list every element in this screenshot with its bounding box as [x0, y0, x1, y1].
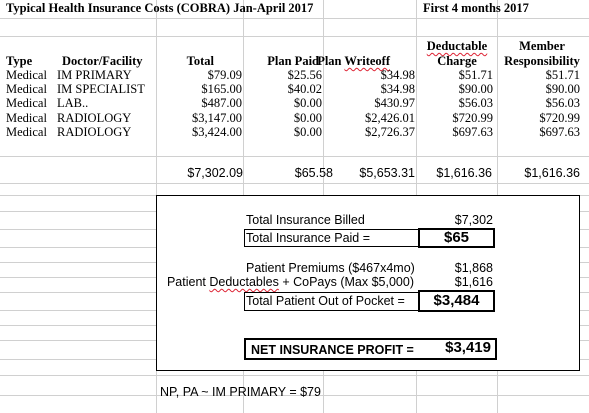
- cell-total: $487.00: [201, 96, 242, 111]
- oop-value-box: [418, 290, 495, 312]
- total-deductable: $1,616.36: [436, 166, 492, 180]
- sheet-period: First 4 months 2017: [423, 1, 529, 15]
- footnote: NP, PA ~ IM PRIMARY = $79: [160, 385, 321, 399]
- cell-member: $90.00: [545, 82, 580, 97]
- header-total: Total: [186, 54, 214, 68]
- header-deductable-bottom: Charge: [437, 54, 477, 68]
- cell-plan-paid: $25.56: [287, 68, 322, 82]
- cell-member: $51.71: [545, 68, 580, 82]
- cell-facility: IM SPECIALIST: [57, 82, 145, 97]
- cell-type: Medical: [6, 68, 47, 82]
- cell-writeoff: $2,426.01: [365, 110, 415, 125]
- header-plan-writeoff: Plan Writeoff: [317, 54, 390, 68]
- paid-label: Total Insurance Paid =: [246, 231, 371, 245]
- header-member-top: Member: [519, 39, 565, 53]
- cell-deductable: $51.71: [458, 68, 493, 82]
- deductables-label-suffix: + CoPays (Max $5,000): [278, 275, 414, 289]
- paid-value: $65: [443, 229, 470, 246]
- total-plan-paid: $65.58: [294, 166, 333, 180]
- summary-panel: [156, 195, 580, 371]
- total-member: $1,616.36: [524, 166, 580, 180]
- cell-facility: RADIOLOGY: [57, 110, 132, 125]
- cell-total: $79.09: [207, 68, 242, 82]
- profit-value: $3,419: [445, 339, 491, 356]
- deductables-value: $1,616: [454, 275, 493, 289]
- cell-member: $56.03: [545, 96, 580, 111]
- cell-total: $3,424.00: [192, 124, 242, 139]
- cell-writeoff: $34.98: [380, 68, 415, 82]
- header-writeoff-word: Writeoff: [344, 54, 390, 68]
- billed-label: Total Insurance Billed: [246, 213, 365, 227]
- cell-member: $697.63: [539, 124, 580, 139]
- cell-deductable: $90.00: [458, 82, 493, 97]
- cell-type: Medical: [6, 82, 47, 97]
- cell-writeoff: $430.97: [374, 96, 415, 111]
- cell-deductable: $720.99: [452, 110, 493, 125]
- profit-box: [244, 338, 497, 360]
- deductables-label-prefix: Patient: [166, 275, 210, 289]
- cell-plan-paid: $0.00: [293, 110, 322, 125]
- total-amount: $7,302.09: [187, 166, 243, 180]
- cell-total: $3,147.00: [192, 110, 242, 125]
- cell-facility: RADIOLOGY: [57, 124, 132, 139]
- cell-facility: IM PRIMARY: [57, 68, 132, 82]
- cell-plan-paid: $0.00: [293, 124, 322, 139]
- cell-deductable: $56.03: [458, 96, 493, 111]
- cell-facility: LAB..: [57, 96, 89, 111]
- header-type: Type: [6, 54, 33, 68]
- billed-value: $7,302: [454, 213, 493, 227]
- premiums-label: Patient Premiums ($467x4mo): [246, 261, 415, 275]
- header-deductable-top: Deductable: [418, 39, 496, 54]
- cell-plan-paid: $0.00: [293, 96, 322, 111]
- cell-type: Medical: [6, 96, 47, 111]
- deductables-label-word: Deductables: [209, 275, 279, 289]
- deductables-label: Patient Deductables + CoPays (Max $5,000…: [167, 275, 414, 289]
- cell-total: $165.00: [201, 82, 242, 97]
- cell-type: Medical: [6, 110, 47, 125]
- paid-value-box: [418, 228, 495, 248]
- cell-member: $720.99: [539, 110, 580, 125]
- oop-label: Total Patient Out of Pocket =: [246, 294, 405, 308]
- oop-value: $3,484: [433, 292, 480, 309]
- cell-plan-paid: $40.02: [287, 82, 322, 97]
- sheet-title: Typical Health Insurance Costs (COBRA) J…: [6, 1, 314, 15]
- header-member-bottom: Responsibility: [504, 54, 580, 68]
- header-deductable-word: Deductable: [426, 39, 488, 53]
- cell-type: Medical: [6, 124, 47, 139]
- header-plan-paid: Plan Paid: [267, 54, 319, 68]
- premiums-value: $1,868: [454, 261, 493, 275]
- total-writeoff: $5,653.31: [359, 166, 415, 180]
- cell-writeoff: $2,726.37: [365, 124, 415, 139]
- header-facility: Doctor/Facility: [62, 54, 143, 68]
- cell-writeoff: $34.98: [380, 82, 415, 97]
- profit-label: NET INSURANCE PROFIT =: [251, 343, 414, 357]
- cell-deductable: $697.63: [452, 124, 493, 139]
